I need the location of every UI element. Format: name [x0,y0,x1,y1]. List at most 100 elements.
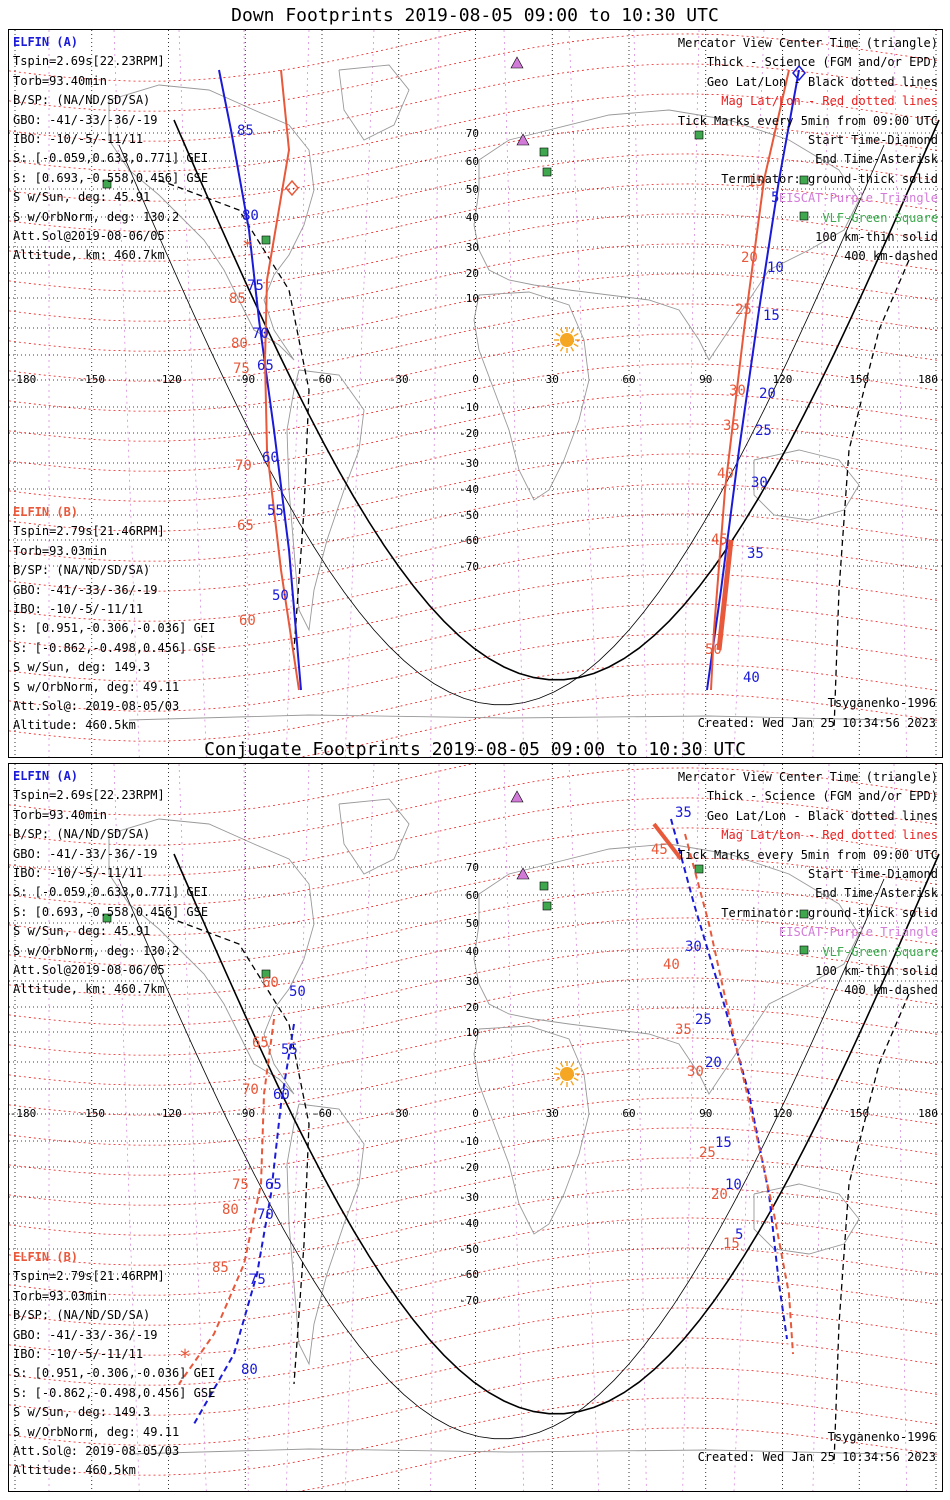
eiscat-triangle [510,790,524,803]
mag-lat-line [298,693,940,757]
info-line: IBO: -10/-5/-11/11 [13,866,144,881]
info-line: GBO: -41/-33/-36/-19 [13,112,158,127]
mag-lon-line [893,764,907,1491]
info-line: IBO: -10/-5/-11/11 [13,602,144,617]
continent-outline [473,109,860,361]
elfin-a-tick-label: 70 [252,326,269,342]
mag-lat-line [9,887,940,966]
elfin-b-tick-label: 70 [242,1082,259,1098]
lat-tick-label: 50 [466,917,479,930]
elfin-a-tick-label: 15 [763,308,780,324]
legend-line: 400 km-dashed [844,249,938,264]
elfin-a-tick-label: 55 [281,1042,298,1058]
elfin-b-tick-label: 75 [232,1177,249,1193]
continent-outline [753,449,860,521]
terminator-400km-west [158,179,310,651]
lat-tick-label: 30 [466,241,479,254]
lat-tick-label: 30 [466,975,479,988]
elfin-a-tick-label: 30 [751,475,768,491]
mag-lat-line [9,1277,940,1356]
mag-lat-line [9,333,940,412]
mag-lon-line [682,764,700,1491]
legend-line: VLF-Green Square [822,210,938,225]
vlf-square [799,909,809,919]
terminator-100km [118,144,885,706]
info-line: S: [-0.862,-0.498,0.456] GSE [13,640,216,655]
mag-lat-line [9,63,940,142]
mag-lat-line [9,93,940,172]
info-line: Altitude: 460.5km [13,1463,136,1478]
continent-outline [108,818,315,1095]
info-line: S: [0.951,-0.306,-0.036] GEI [13,621,216,636]
mag-lat-line [9,633,940,712]
lon-tick-label: -150 [79,1107,106,1120]
mag-lat-line [9,183,940,262]
mag-lon-line [178,30,207,757]
lon-tick-label: -180 [10,373,37,386]
lat-tick-label: 20 [466,1001,479,1014]
map-panel-conjugate: -180 -150 -120 -90 -60 -30 0 30 60 90 120 150 180 70 6… [8,763,943,1492]
terminator-400km-east [833,993,910,1465]
sun-ray [573,1077,579,1082]
legend-line: Start Time-Diamond [807,133,938,148]
elfin-b-heading: ELFIN (B) [13,1250,79,1264]
info-line: S w/OrbNorm, deg: 130.2 [13,209,180,224]
vlf-square [539,147,549,157]
elfin-a-tick-label: 70 [257,1207,274,1223]
elfin-a-tick-label: 60 [273,1087,290,1103]
mag-lon-line [503,764,525,1491]
info-line: S: [-0.862,-0.498,0.456] GSE [13,1385,216,1400]
elfin-a-tick-label: 20 [705,1055,722,1071]
mag-lat-line [9,764,940,816]
mag-lat-line [9,1157,940,1236]
lat-tick-label: 40 [466,945,479,958]
info-line: S: [0.693,-0.558,0.456] GSE [13,170,209,185]
mag-lat-line [9,827,940,906]
elfin-a-heading: ELFIN (A) [13,35,79,49]
mag-lat-line [9,1187,940,1266]
elfin-b-info: ELFIN (B) Tspin=2.79s[21.46RPM] Torb=93.… [13,503,215,736]
lon-tick-label: -120 [155,1107,182,1120]
elfin-a-tick-label: 65 [257,358,274,374]
eiscat-triangle [510,56,524,69]
lon-tick-label: 150 [849,1107,869,1120]
mag-lat-line [9,423,940,502]
elfin-b-tick-label: 75 [233,361,250,377]
lon-tick-label: 180 [918,373,938,386]
sun-ray [570,1062,575,1068]
lat-tick-label: 70 [466,127,479,140]
lon-tick-label: 30 [546,373,559,386]
sun-ray [555,1077,561,1082]
elfin-a-tick-label: 80 [242,208,259,224]
info-line: Tspin=2.69s[22.23RPM] [13,788,165,803]
vlf-square [542,901,552,911]
info-line: Tspin=2.79s[21.46RPM] [13,1269,165,1284]
mag-lat-line [9,273,940,352]
lat-tick-label: -60 [459,534,479,547]
info-line: Att.Sol@2019-08-06/05 [13,963,165,978]
continent-outline [338,798,410,875]
lat-tick-label: -70 [459,1294,479,1307]
elfin-b-tick-label: 45 [651,842,668,858]
lon-tick-label: 0 [472,373,479,386]
legend-line: Terminator: ground-thick solid [721,905,938,920]
elfin-b-tick-label: 25 [699,1145,716,1161]
lat-tick-label: -10 [459,401,479,414]
elfin-b-tick-label: 40 [663,957,680,973]
terminator-ground [173,853,940,1415]
lon-tick-label: -30 [389,373,409,386]
elfin-b-heading: ELFIN (B) [13,505,79,519]
mag-lon-line [344,764,375,1491]
lat-tick-label: 10 [466,292,479,305]
info-line: S: [-0.059,0.633,0.771] GEI [13,885,209,900]
elfin-a-tick-label: 5 [771,190,779,206]
mag-lon-line [243,30,249,757]
elfin-b-tick-label: 85 [229,291,246,307]
mag-lat-line [9,1307,940,1386]
lon-tick-label: -180 [10,1107,37,1120]
info-line: Att.Sol@2019-08-06/05 [13,229,165,244]
elfin-b-science-segment [652,822,683,861]
mag-lat-line [9,1247,940,1326]
vlf-square [102,179,112,189]
info-line: S: [0.693,-0.558,0.456] GSE [13,904,209,919]
